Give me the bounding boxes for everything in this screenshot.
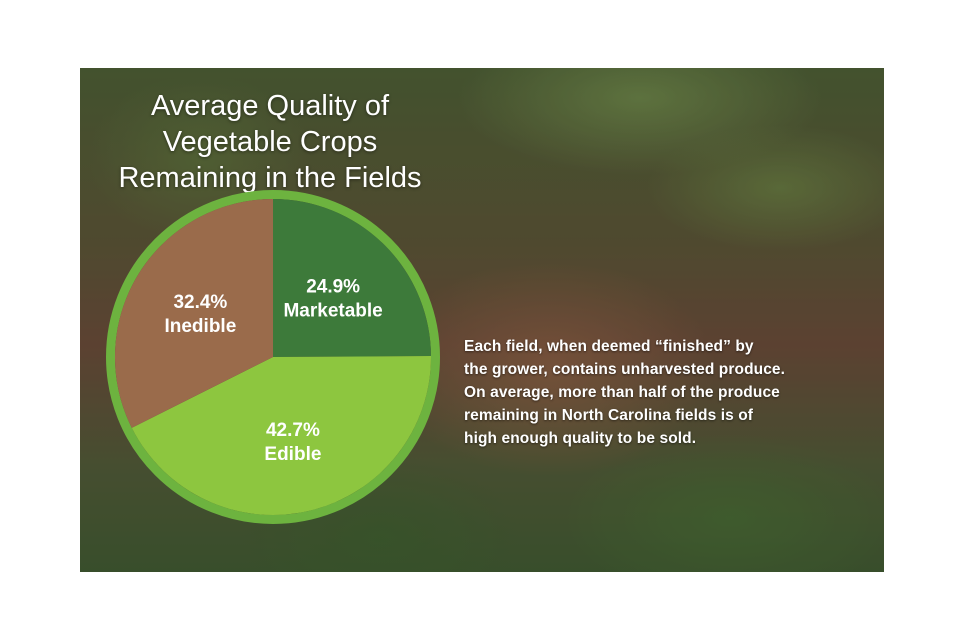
pie-slice-marketable (273, 199, 431, 357)
infographic-panel: Average Quality of Vegetable Crops Remai… (80, 68, 884, 572)
caption-line: Each field, when deemed “finished” by (464, 338, 754, 355)
caption-line: On average, more than half of the produc… (464, 384, 780, 401)
slice-value-label: 32.4% (173, 292, 227, 313)
slice-category-label: Inedible (164, 316, 236, 337)
slice-value-label: 24.9% (306, 276, 360, 297)
pie-rim (106, 190, 440, 524)
slice-category-label: Edible (264, 444, 321, 465)
caption: Each field, when deemed “finished” by th… (464, 335, 864, 450)
caption-line: high enough quality to be sold. (464, 430, 697, 447)
chart-title-line: Remaining in the Fields (118, 162, 422, 194)
caption-line: the grower, contains unharvested produce… (464, 361, 786, 378)
chart-title-line: Average Quality of (150, 90, 390, 122)
caption-line: remaining in North Carolina fields is of (464, 407, 754, 424)
pie-slice-edible (131, 356, 431, 516)
pie-chart: 24.9% Marketable 42.7% Edible 32.4% Inedible (106, 190, 440, 524)
chart-title-line: Vegetable Crops (162, 126, 378, 158)
pie-slice-inedible (115, 199, 273, 428)
slice-category-label: Marketable (283, 300, 382, 321)
chart-title: Average Quality of Vegetable Crops Remai… (100, 88, 440, 196)
slice-value-label: 42.7% (266, 420, 320, 441)
